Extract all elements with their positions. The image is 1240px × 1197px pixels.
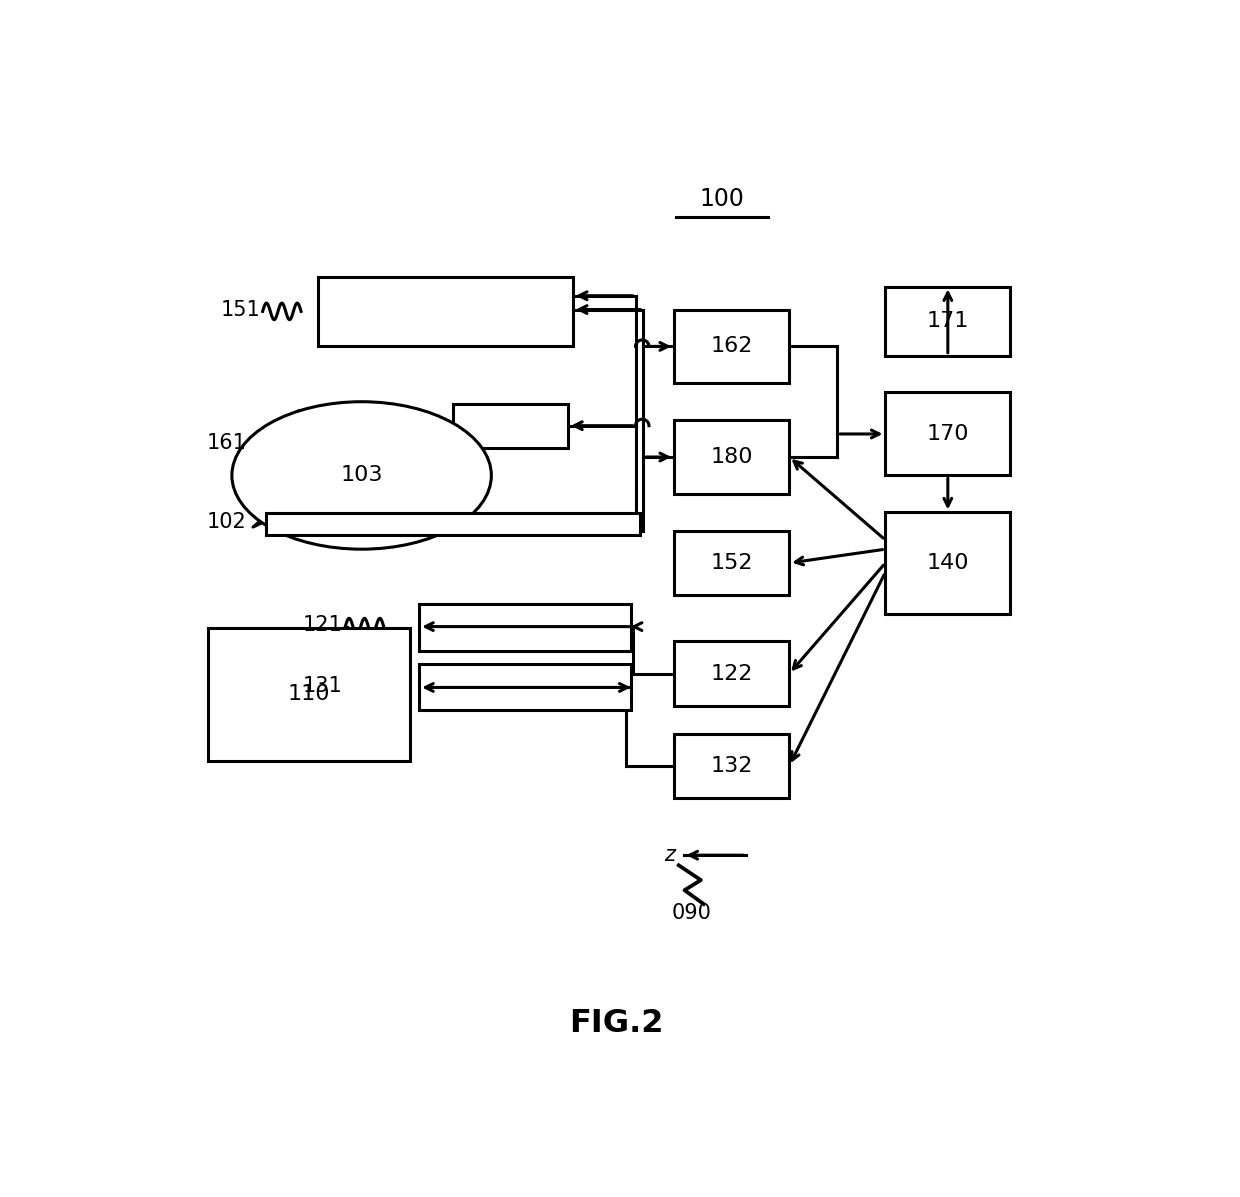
Bar — [319, 278, 573, 346]
Ellipse shape — [232, 402, 491, 549]
Bar — [885, 512, 1011, 614]
Bar — [419, 664, 631, 711]
Text: FIG.2: FIG.2 — [569, 1008, 663, 1039]
Text: 180: 180 — [711, 446, 753, 467]
Text: 170: 170 — [926, 424, 970, 444]
Text: 132: 132 — [711, 755, 753, 776]
Text: 102: 102 — [207, 511, 247, 531]
Bar — [675, 420, 789, 494]
Text: 162: 162 — [711, 336, 753, 357]
Bar — [885, 393, 1011, 475]
Text: 103: 103 — [340, 466, 383, 486]
Text: 122: 122 — [711, 663, 753, 683]
Bar — [419, 604, 631, 651]
Bar — [675, 310, 789, 383]
Bar — [675, 530, 789, 595]
Text: 121: 121 — [303, 615, 342, 634]
Text: 140: 140 — [926, 553, 970, 573]
Bar — [885, 286, 1011, 356]
Bar — [265, 514, 640, 535]
Text: 090: 090 — [671, 904, 712, 923]
Text: z: z — [663, 845, 675, 865]
Text: 152: 152 — [711, 553, 753, 573]
Text: 110: 110 — [288, 685, 330, 704]
Bar — [208, 627, 409, 761]
Text: 161: 161 — [206, 433, 247, 454]
Bar — [453, 403, 568, 448]
Text: 131: 131 — [303, 675, 342, 695]
Bar — [675, 734, 789, 798]
Bar — [675, 642, 789, 706]
Text: 100: 100 — [699, 187, 744, 211]
Text: 151: 151 — [221, 299, 260, 320]
Text: 171: 171 — [926, 311, 968, 332]
